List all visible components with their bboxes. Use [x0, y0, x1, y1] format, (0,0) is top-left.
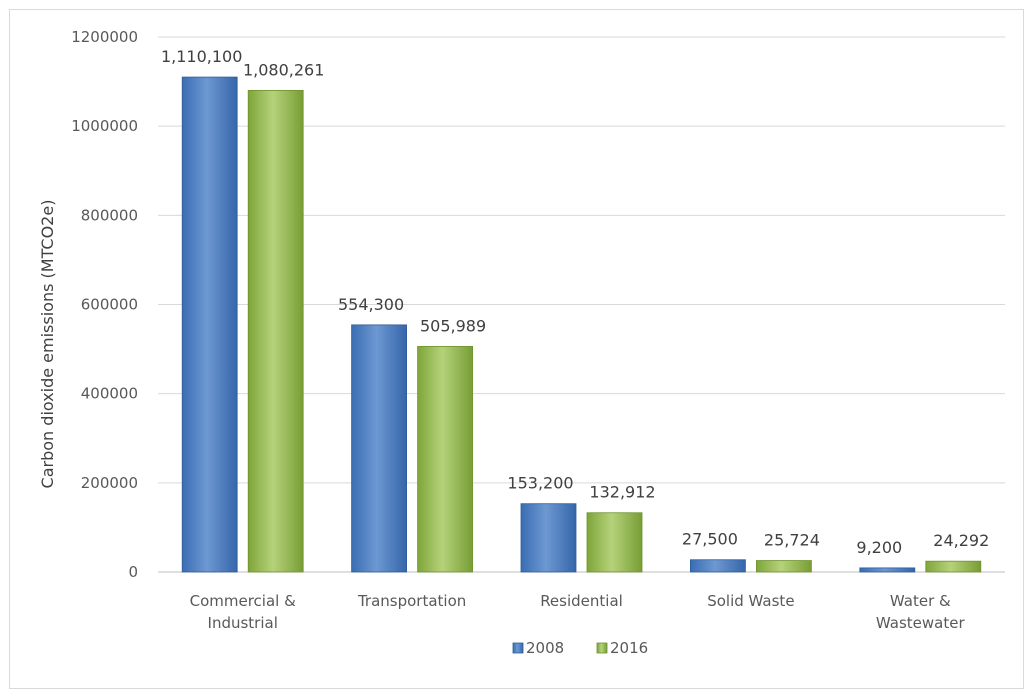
y-axis-ticks: 1200000 1000000 800000 600000 400000 200000 0 — [71, 28, 138, 581]
bar-2016-2 — [586, 512, 643, 573]
data-label-2016-3: 25,724 — [764, 531, 820, 550]
data-label-2008-3: 27,500 — [682, 530, 738, 549]
y-tick-label: 1200000 — [71, 28, 138, 46]
x-axis-ticks: Commercial & Industrial Transportation Resi… — [190, 592, 966, 632]
y-tick-label: 600000 — [81, 296, 138, 314]
y-tick-label: 200000 — [81, 474, 138, 492]
legend: 2008 2016 — [512, 639, 648, 657]
y-tick-label: 0 — [128, 563, 138, 581]
x-tick-label: Commercial & — [190, 592, 296, 610]
bar-2008-0 — [181, 76, 238, 573]
bar-2008-3 — [690, 559, 746, 573]
bar-2016-1 — [417, 346, 474, 573]
bar-2016-0 — [247, 89, 304, 573]
bars-group — [181, 76, 982, 573]
data-label-2008-0: 1,110,100 — [161, 47, 242, 66]
legend-swatch-2016 — [596, 642, 608, 654]
bar-2016-3 — [756, 560, 812, 573]
x-tick-label: Solid Waste — [707, 592, 794, 610]
y-tick-label: 400000 — [81, 385, 138, 403]
x-tick-label: Industrial — [208, 614, 278, 632]
bar-2008-2 — [520, 503, 577, 573]
data-label-2016-4: 24,292 — [933, 531, 989, 550]
x-tick-label: Transportation — [357, 592, 466, 610]
legend-label-2008: 2008 — [526, 639, 564, 657]
data-label-2016-1: 505,989 — [420, 316, 486, 335]
legend-swatch-2008 — [512, 642, 524, 654]
chart-frame — [9, 9, 1024, 689]
y-tick-label: 1000000 — [71, 117, 138, 135]
data-label-2016-2: 132,912 — [589, 483, 655, 502]
y-tick-label: 800000 — [81, 206, 138, 224]
bar-2008-1 — [351, 324, 408, 573]
x-tick-label: Residential — [540, 592, 623, 610]
bar-2016-4 — [925, 560, 982, 573]
legend-label-2016: 2016 — [610, 639, 648, 657]
data-label-2008-2: 153,200 — [507, 474, 573, 493]
data-label-2016-0: 1,080,261 — [243, 60, 324, 79]
y-axis-label: Carbon dioxide emissions (MTCO2e) — [38, 200, 57, 489]
data-label-2008-1: 554,300 — [338, 295, 404, 314]
x-tick-label: Water & — [890, 592, 951, 610]
bar-2008-4 — [859, 567, 916, 573]
x-tick-label: Wastewater — [876, 614, 966, 632]
data-label-2008-4: 9,200 — [856, 538, 902, 557]
